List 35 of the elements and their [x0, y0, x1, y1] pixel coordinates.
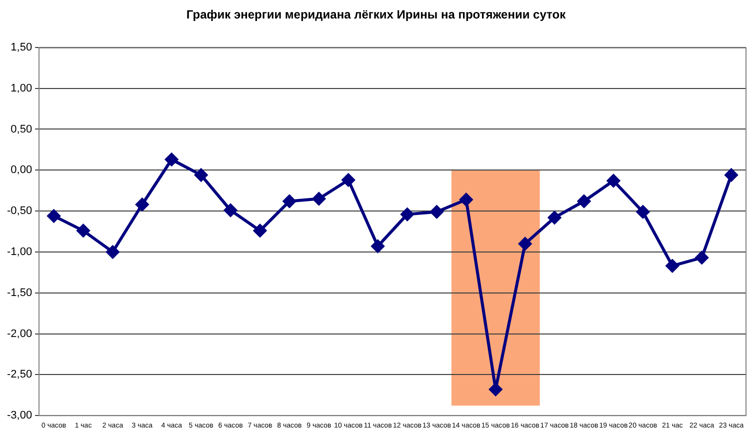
- y-tick-label: -1,50: [6, 286, 32, 299]
- point: [136, 198, 149, 211]
- point: [400, 208, 414, 221]
- point: [106, 245, 120, 258]
- point: [489, 382, 502, 396]
- point: [430, 205, 444, 218]
- y-tick-label: -0,50: [6, 205, 32, 218]
- point: [548, 211, 562, 224]
- point: [224, 204, 238, 217]
- point: [695, 251, 708, 264]
- chart-title: График энергии меридиана лёгких Ирины на протяжении суток: [186, 8, 567, 22]
- point: [165, 152, 178, 166]
- point: [253, 224, 266, 238]
- point: [666, 259, 679, 272]
- point: [312, 192, 326, 206]
- y-tick-label: -2,50: [6, 368, 32, 381]
- point: [371, 240, 384, 253]
- point: [342, 173, 355, 186]
- point: [194, 168, 208, 182]
- y-tick-label: 0,00: [10, 164, 32, 176]
- point: [76, 224, 90, 238]
- y-tick-label: 1,00: [10, 82, 32, 94]
- point: [518, 237, 532, 250]
- y-tick-label: 0,50: [10, 123, 32, 136]
- point: [460, 193, 473, 206]
- point: [282, 194, 296, 208]
- y-tick-label: -3,00: [6, 410, 32, 422]
- point: [47, 209, 60, 222]
- y-tick-label: 1,50: [10, 41, 32, 54]
- y-tick-label: -2,00: [6, 328, 32, 340]
- y-tick-label: -1,00: [6, 246, 32, 258]
- point: [724, 168, 738, 182]
- point: [577, 194, 590, 208]
- point: [606, 174, 620, 188]
- point: [636, 205, 650, 218]
